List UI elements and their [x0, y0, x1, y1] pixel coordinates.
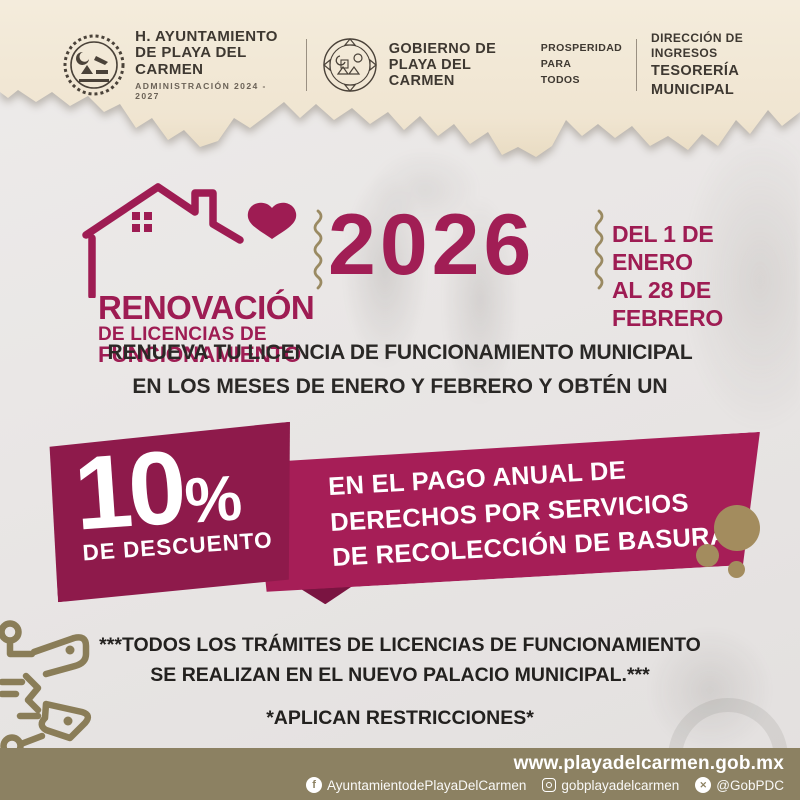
- footer-bar: www.playadelcarmen.gob.mx f Ayuntamiento…: [0, 748, 800, 800]
- gold-dot-small: [728, 561, 745, 578]
- squiggle-separator-icon: [594, 209, 604, 290]
- institutional-header: H. AYUNTAMIENTO DE PLAYA DEL CARMEN ADMI…: [0, 27, 800, 102]
- slogan-line1: PROSPERIDAD: [540, 42, 623, 55]
- date-line2: AL 28 DE FEBRERO: [612, 277, 724, 332]
- slogan-line3: TODOS: [540, 73, 580, 86]
- torn-paper-header: [0, 0, 800, 157]
- ayuntamiento-seal-icon: [63, 34, 125, 96]
- social-row: f AyuntamientodePlayaDelCarmen gobplayad…: [0, 777, 784, 793]
- x-handle: ✕ @GobPDC: [695, 777, 784, 793]
- ayuntamiento-administration: ADMINISTRACIÓN 2024 - 2027: [135, 81, 267, 101]
- notes-line1: ***TODOS LOS TRÁMITES DE LICENCIAS DE FU…: [99, 634, 701, 656]
- notes-line2: SE REALIZAN EN EL NUEVO PALACIO MUNICIPA…: [150, 664, 650, 687]
- website-url: www.playadelcarmen.gob.mx: [513, 753, 784, 774]
- title-line1: RENOVACIÓN: [98, 289, 315, 326]
- x-icon: ✕: [695, 777, 712, 793]
- header-divider: [305, 39, 307, 91]
- gold-dot-medium: [696, 544, 719, 567]
- circuit-face-decoration-icon: [0, 620, 92, 758]
- gobierno-seal-icon: [322, 38, 377, 92]
- instagram-handle-label: gobplayadelcarmen: [561, 777, 680, 793]
- title-line3: FUNCIONAMIENTO: [98, 342, 302, 368]
- gold-dot-large: [714, 505, 760, 551]
- offer-description-banner: EN EL PAGO ANUAL DE DERECHOS POR SERVICI…: [253, 432, 768, 592]
- header-divider-2: [636, 39, 638, 91]
- slogan-line2: PARA: [540, 58, 572, 71]
- discount-percent-symbol: %: [182, 461, 245, 538]
- facebook-handle-label: AyuntamientodePlayaDelCarmen: [327, 777, 527, 793]
- intro-paragraph: RENUEVA TU LICENCIA DE FUNCIONAMIENTO MU…: [0, 336, 800, 403]
- discount-percent: 10: [70, 429, 187, 553]
- discount-badge: 10 % DE DESCUENTO: [47, 422, 302, 603]
- department-line1: DIRECCIÓN DE INGRESOS: [651, 30, 744, 61]
- facebook-handle: f AyuntamientodePlayaDelCarmen: [306, 777, 526, 793]
- department-text: DIRECCIÓN DE INGRESOS TESORERÍA MUNICIPA…: [651, 31, 800, 100]
- ayuntamiento-line2: DE PLAYA DEL CARMEN: [135, 44, 247, 79]
- campaign-title-block: RENOVACIÓN DE LICENCIAS DE FUNCIONAMIENT…: [80, 178, 315, 367]
- gobierno-text: GOBIERNO DE PLAYA DEL CARMEN: [389, 41, 519, 90]
- intro-prefix: RENUEVA TU: [107, 341, 248, 364]
- ayuntamiento-text: H. AYUNTAMIENTO DE PLAYA DEL CARMEN ADMI…: [135, 27, 292, 102]
- campaign-year: 2026: [328, 197, 536, 293]
- notes-section: ***TODOS LOS TRÁMITES DE LICENCIAS DE FU…: [0, 630, 800, 734]
- facebook-icon: f: [306, 777, 323, 793]
- instagram-icon: [542, 778, 557, 792]
- date-line1: DEL 1 DE ENERO: [612, 221, 714, 276]
- squiggle-separator-icon: [313, 209, 323, 290]
- house-heart-icon: [82, 183, 297, 300]
- gobierno-line2: PLAYA DEL CARMEN: [388, 56, 472, 90]
- slogan-text: PROSPERIDAD PARA TODOS: [541, 41, 622, 88]
- campaign-dates: DEL 1 DE ENERO AL 28 DE FEBRERO: [612, 220, 800, 332]
- intro-line2: EN LOS MESES DE ENERO Y FEBRERO Y OBTÉN …: [132, 374, 668, 398]
- intro-highlight: LICENCIA DE FUNCIONAMIENTO MUNICIPAL: [247, 341, 693, 364]
- restrictions-note: *APLICAN RESTRICCIONES*: [266, 707, 534, 730]
- gobierno-line1: GOBIERNO DE: [388, 40, 497, 57]
- instagram-handle: gobplayadelcarmen: [542, 778, 679, 793]
- department-line2: TESORERÍA MUNICIPAL: [651, 62, 739, 98]
- x-handle-label: @GobPDC: [716, 777, 784, 793]
- ayuntamiento-line1: H. AYUNTAMIENTO: [135, 27, 278, 45]
- title-line2: DE LICENCIAS DE: [98, 323, 267, 345]
